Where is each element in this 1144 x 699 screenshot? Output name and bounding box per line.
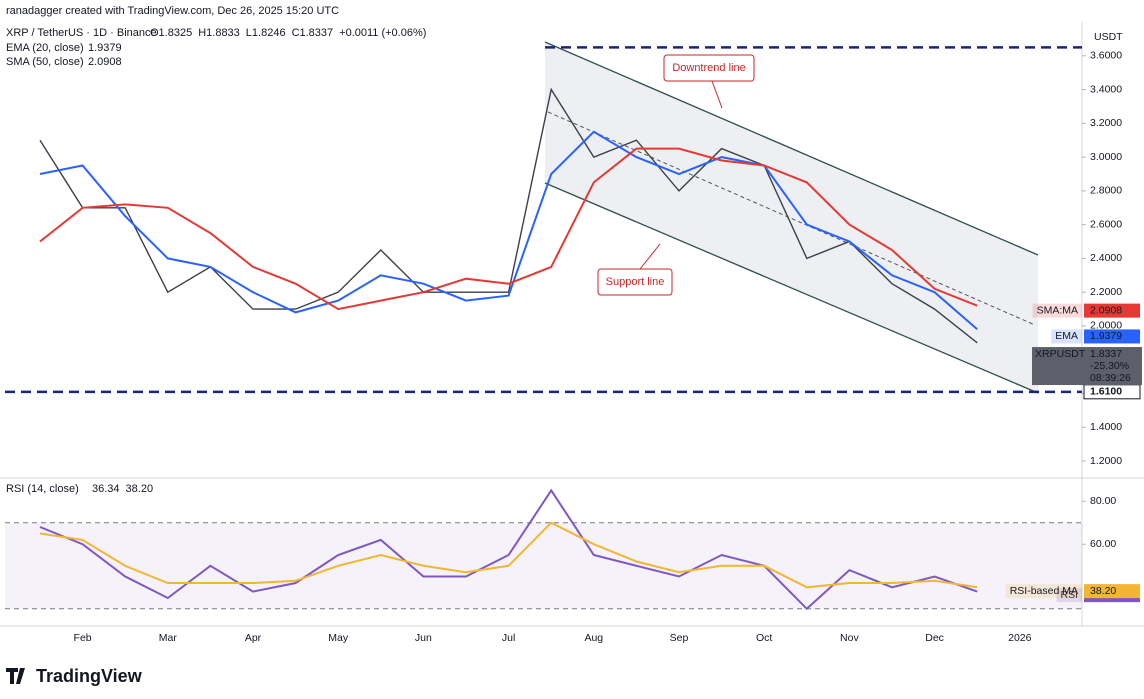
y-tick-label: 3.6000 [1090,50,1122,62]
logo-mark [6,668,25,684]
annotation-box [597,268,673,296]
ohlc-value: C1.8337 [292,27,334,39]
ohlc-value: +0.0011 (+0.06%) [339,27,426,39]
x-tick-label: Sep [670,632,689,644]
currency: USDT [1094,31,1123,43]
annotation: Downtrend line [672,62,745,74]
x-tick-label: May [328,632,349,644]
badge-name-bg [1032,303,1082,318]
rsi-band [5,522,1082,609]
legend-label: SMA (50, close) [6,56,84,68]
pane-title: RSI (14, close) [6,483,79,495]
y-tick-label: 3.2000 [1090,117,1122,129]
credit: ranadagger created with TradingView.com,… [6,5,339,17]
badge-name-bg [1051,329,1082,344]
legend-value: 1.9379 [88,42,122,54]
badge-value: 1.9379 [1090,330,1122,342]
channel-midline [547,111,1036,326]
value-badge [1084,303,1140,318]
support-line [544,182,1039,394]
badge-name: RSI-based MA [1010,585,1078,597]
y-tick-label: 1.2000 [1090,455,1122,467]
badge-countdown: 08:39:26 [1090,372,1131,384]
y-tick-label: 80.00 [1090,495,1116,507]
badge-name: EMA [1055,330,1078,342]
y-tick-label: 2.2000 [1090,286,1122,298]
x-tick-label: Feb [74,632,92,644]
y-tick-label: 3.4000 [1090,83,1122,95]
support-label: 1.6100 [1090,386,1122,398]
series-line [39,147,978,311]
logo: TradingView [6,666,143,686]
legend-value: 36.34 [92,483,120,495]
value-badge [1084,329,1140,344]
downtrend-line [544,41,1039,256]
series-line [39,87,978,344]
y-tick-label: 2.8000 [1090,185,1122,197]
y-tick-label: 3.0000 [1090,151,1122,163]
x-tick-label: Dec [925,632,944,644]
legend-value: 38.20 [126,483,154,495]
series-line [39,488,978,611]
badge-name: RSI [1060,589,1078,601]
badge-change: -25.30% [1090,360,1129,372]
annotation-pointer [639,243,661,270]
annotation-pointer [711,80,723,109]
badge-name-bg [1005,584,1082,599]
symbol: XRP / TetherUS · 1D · Binance [6,27,157,39]
badge-name-bg [1056,588,1082,603]
x-tick-label: Jun [415,632,432,644]
y-tick-label: 60.00 [1090,538,1116,550]
ohlc-value: L1.8246 [246,27,286,39]
series-line [39,130,978,331]
legend-label: EMA (20, close) [6,42,84,54]
x-tick-label: 2026 [1008,632,1032,644]
y-tick-label: 1.4000 [1090,421,1122,433]
badge-name: XRPUSDT [1035,348,1086,360]
badge-value: 1.8337 [1090,348,1122,360]
value-badge [1084,584,1140,599]
legend-value: 2.0908 [88,56,122,68]
x-tick-label: Nov [840,632,859,644]
x-tick-label: Oct [756,632,772,644]
y-tick-label: 2.0000 [1090,320,1122,332]
series-line [39,521,978,589]
badge-value: 38.20 [1090,585,1116,597]
x-tick-label: Aug [584,632,603,644]
logo-text: TradingView [36,666,143,686]
badge-name: SMA:MA [1037,304,1078,316]
y-tick-label: 2.4000 [1090,252,1122,264]
channel-fill [545,42,1038,393]
annotation-box [663,54,755,82]
x-tick-label: Jul [502,632,515,644]
x-tick-label: Apr [245,632,262,644]
y-tick-label: 2.6000 [1090,218,1122,230]
price-badge [1032,347,1142,386]
ohlc-value: H1.8833 [198,27,240,39]
badge-value: 2.0908 [1090,304,1122,316]
x-tick-label: Mar [159,632,178,644]
ohlc-value: O1.8325 [150,27,192,39]
annotation: Support line [606,276,665,288]
